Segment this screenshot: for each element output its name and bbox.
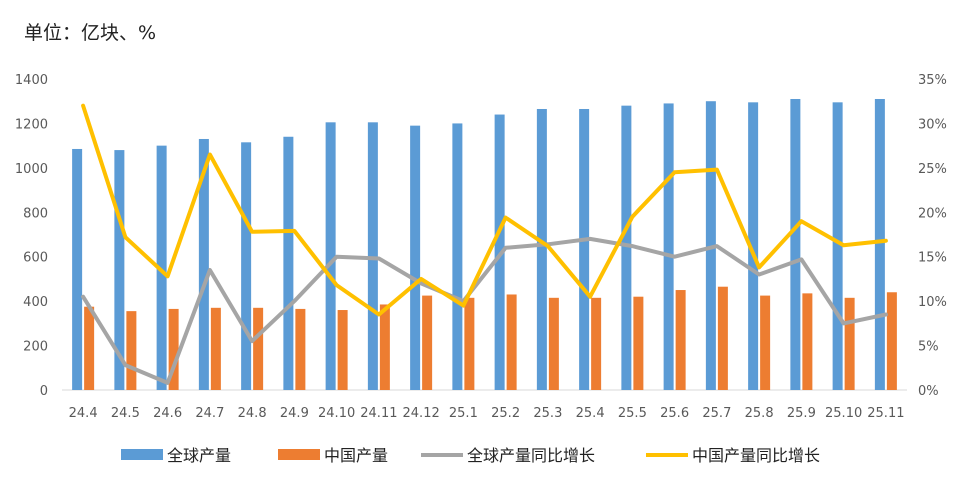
right-axis-tick-label: 25% <box>918 162 947 177</box>
left-axis-tick-label: 400 <box>23 295 48 310</box>
bar-china-output <box>760 295 771 390</box>
bar-global-output <box>536 108 547 390</box>
right-axis-tick-label: 20% <box>918 206 947 221</box>
bar-china-output <box>295 308 306 390</box>
bar-china-output <box>633 296 644 390</box>
x-axis-tick-label: 24.12 <box>403 406 440 421</box>
x-axis-tick-label: 25.6 <box>660 406 689 421</box>
left-axis-tick-label: 0 <box>40 384 48 399</box>
x-axis-tick-label: 25.2 <box>491 406 520 421</box>
bar-global-output <box>241 142 252 390</box>
x-axis-tick-label: 25.7 <box>702 406 731 421</box>
bar-china-output <box>886 292 897 390</box>
bar-china-output <box>717 286 728 390</box>
bar-global-output <box>748 102 759 390</box>
bar-global-output <box>72 148 83 390</box>
bar-global-output <box>198 138 209 390</box>
bar-global-output <box>621 105 632 391</box>
bar-china-output <box>675 290 686 390</box>
x-axis-tick-label: 25.3 <box>533 406 562 421</box>
bar-china-output <box>168 308 179 390</box>
bar-china-output <box>337 310 348 390</box>
bar-china-output <box>422 295 433 390</box>
bar-global-output <box>410 125 421 391</box>
bar-global-output <box>663 103 674 390</box>
left-axis-tick-label: 1000 <box>15 162 48 177</box>
bar-global-output <box>452 123 463 390</box>
bar-global-output <box>790 98 801 390</box>
bar-china-output <box>844 297 855 390</box>
bar-china-output <box>253 307 264 390</box>
x-axis-tick-label: 25.8 <box>745 406 774 421</box>
bar-global-output <box>325 122 336 390</box>
right-axis-tick-label: 35% <box>918 73 947 88</box>
bar-china-output <box>126 311 137 390</box>
x-axis-tick-label: 25.5 <box>618 406 647 421</box>
legend-swatch <box>121 449 163 460</box>
line-china-yoy <box>81 103 888 317</box>
left-axis-ticks: 0 200 400 600 800 1000 1200 1400 <box>15 73 48 399</box>
bar-global-output <box>114 150 125 390</box>
x-axis-ticks: 24.4 24.5 24.6 24.7 24.8 24.9 24.10 24.11 24.12 2… <box>69 406 905 421</box>
series-global-yoy-line <box>81 236 888 385</box>
x-axis-tick-label: 24.8 <box>238 406 267 421</box>
x-axis-tick-label: 24.6 <box>153 406 182 421</box>
x-axis-tick-label: 24.5 <box>111 406 140 421</box>
bar-global-output <box>832 102 843 390</box>
x-axis-tick-label: 24.11 <box>360 406 397 421</box>
bar-global-output <box>579 108 590 390</box>
right-axis-tick-label: 10% <box>918 295 947 310</box>
legend-label: 全球产量 <box>167 446 231 465</box>
bar-global-output <box>367 122 378 390</box>
line-global-yoy <box>81 236 888 385</box>
right-axis-tick-label: 15% <box>918 251 947 266</box>
series-china-yoy-line <box>81 103 888 317</box>
bar-china-output <box>802 293 813 390</box>
left-axis-tick-label: 1400 <box>15 73 48 88</box>
x-axis-tick-label: 25.11 <box>867 406 904 421</box>
right-axis-tick-label: 5% <box>918 340 939 355</box>
legend-swatch <box>278 449 320 460</box>
legend-label: 中国产量 <box>324 446 388 465</box>
bar-china-output <box>210 307 221 390</box>
left-axis-tick-label: 1200 <box>15 117 48 132</box>
right-axis-tick-label: 0% <box>918 384 939 399</box>
bar-global-output <box>874 98 885 390</box>
left-axis-tick-label: 200 <box>23 340 48 355</box>
x-axis-tick-label: 25.9 <box>787 406 816 421</box>
x-axis-tick-label: 24.10 <box>318 406 355 421</box>
series-china-output-bars <box>84 286 897 390</box>
bar-china-output <box>591 297 602 390</box>
x-axis-tick-label: 25.1 <box>449 406 478 421</box>
x-axis-tick-label: 25.10 <box>825 406 862 421</box>
legend-label: 全球产量同比增长 <box>467 446 595 465</box>
legend-label: 中国产量同比增长 <box>692 446 820 465</box>
bar-china-output <box>506 294 517 390</box>
x-axis-tick-label: 24.9 <box>280 406 309 421</box>
x-axis-tick-label: 25.4 <box>576 406 605 421</box>
left-axis-tick-label: 600 <box>23 251 48 266</box>
bar-global-output <box>283 136 294 390</box>
unit-label: 单位：亿块、% <box>24 22 157 44</box>
bar-china-output <box>464 297 475 390</box>
legend: 全球产量 中国产量 全球产量同比增长 中国产量同比增长 <box>121 446 820 465</box>
bar-global-output <box>156 145 167 390</box>
bar-china-output <box>84 306 95 390</box>
right-axis-ticks: 0% 5% 10% 15% 20% 25% 30% 35% <box>918 73 947 399</box>
x-axis-tick-label: 24.7 <box>195 406 224 421</box>
left-axis-tick-label: 800 <box>23 206 48 221</box>
bar-china-output <box>379 304 390 390</box>
x-axis-tick-label: 24.4 <box>69 406 98 421</box>
bar-china-output <box>548 297 559 390</box>
right-axis-tick-label: 30% <box>918 117 947 132</box>
